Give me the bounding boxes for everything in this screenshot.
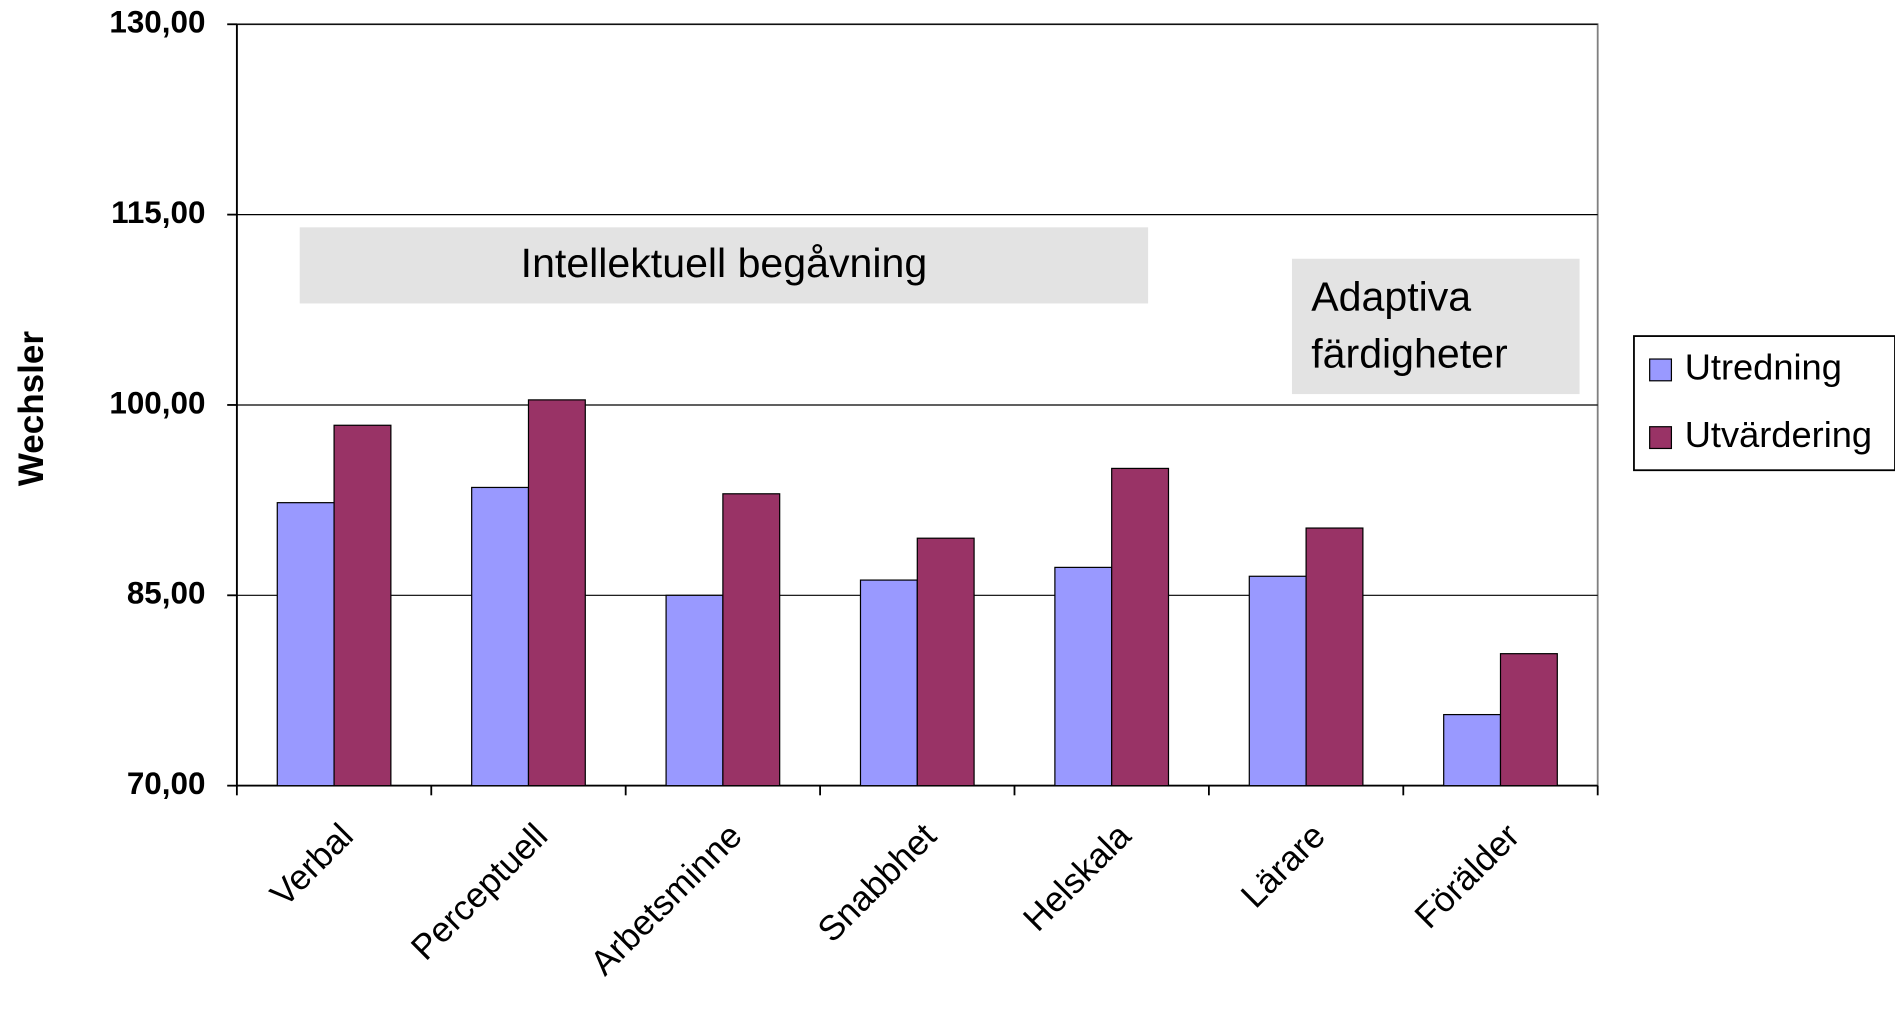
legend	[1633, 335, 1895, 472]
x-tick-label: Verbal	[263, 816, 361, 914]
bar	[333, 424, 392, 787]
y-tick-label: 70,00	[127, 766, 206, 801]
annotation: färdigheter	[1311, 330, 1507, 376]
annotation: Intellektuell begåvning	[521, 240, 928, 286]
legend-label: Utvärdering	[1685, 414, 1872, 455]
y-axis-label: Wechsler	[12, 331, 51, 486]
y-tick-label: 130,00	[109, 5, 205, 40]
bar	[527, 399, 586, 787]
annotation: Adaptiva	[1311, 274, 1471, 320]
bar	[1499, 653, 1558, 787]
bar	[722, 493, 781, 787]
bar	[1248, 575, 1307, 787]
bar	[276, 502, 335, 787]
bar	[916, 537, 975, 787]
bar	[1305, 527, 1364, 787]
legend-label: Utredning	[1685, 346, 1842, 387]
bar	[1111, 467, 1170, 787]
legend-swatch	[1649, 426, 1673, 450]
annotation-box	[1291, 258, 1580, 395]
x-tick-label: Förälder	[1407, 816, 1527, 936]
x-tick-label: Perceptuell	[404, 816, 556, 968]
y-tick-label: 115,00	[111, 195, 205, 230]
bar	[1443, 713, 1502, 787]
bar	[471, 486, 530, 787]
bar	[665, 594, 724, 787]
y-tick-label: 85,00	[127, 576, 206, 611]
x-tick-label: Helskala	[1016, 816, 1139, 939]
legend-swatch	[1649, 358, 1673, 382]
x-tick-label: Lärare	[1234, 816, 1333, 915]
x-tick-label: Arbetsminne	[583, 816, 750, 983]
x-tick-label: Snabbhet	[810, 816, 944, 950]
bar	[859, 579, 918, 787]
annotation-box	[299, 227, 1149, 304]
bar	[1054, 566, 1113, 787]
y-tick-label: 100,00	[109, 385, 205, 420]
